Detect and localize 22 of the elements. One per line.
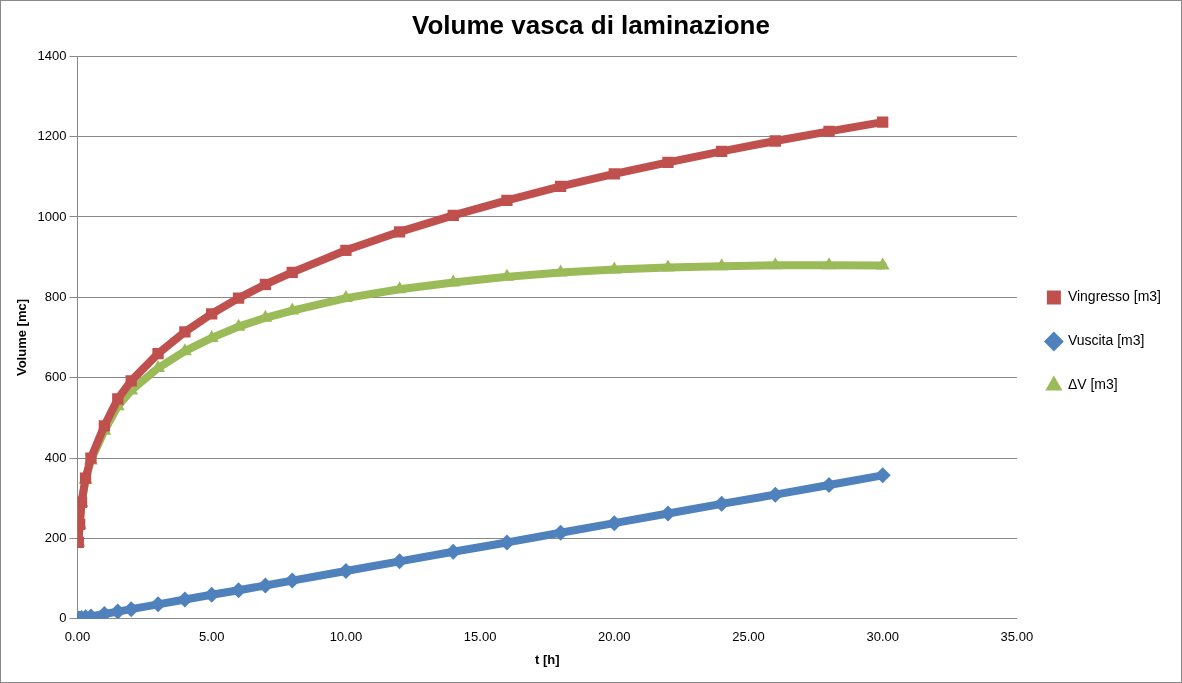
x-tick-label: 35.00 [1000, 629, 1034, 645]
x-tick-label: 0.00 [64, 629, 91, 645]
y-tick-label: 1200 [37, 128, 67, 144]
y-tick-label: 800 [44, 288, 67, 304]
x-tick-label: 30.00 [866, 629, 899, 645]
y-tick-label: 0 [59, 610, 67, 626]
x-tick-label: 25.00 [732, 629, 765, 645]
y-tick-label: 1000 [37, 208, 67, 224]
y-axis-title: Volume [mc] [14, 298, 30, 377]
x-tick-label: 5.00 [199, 629, 225, 645]
legend-label: Vingresso [m3] [1067, 288, 1162, 305]
legend-label: ΔV [m3] [1067, 376, 1118, 393]
x-axis-title: t [h] [534, 651, 560, 667]
y-tick-label: 1400 [37, 47, 67, 63]
legend-label: Vuscita [m3] [1067, 332, 1145, 349]
y-tick-label: 200 [44, 530, 67, 546]
y-tick-label: 600 [44, 369, 67, 385]
x-tick-label: 15.00 [463, 629, 497, 645]
y-tick-label: 400 [44, 449, 67, 465]
x-tick-label: 20.00 [598, 629, 631, 645]
chart-title: Volume vasca di laminazione [412, 9, 770, 40]
x-tick-label: 10.00 [329, 629, 363, 645]
